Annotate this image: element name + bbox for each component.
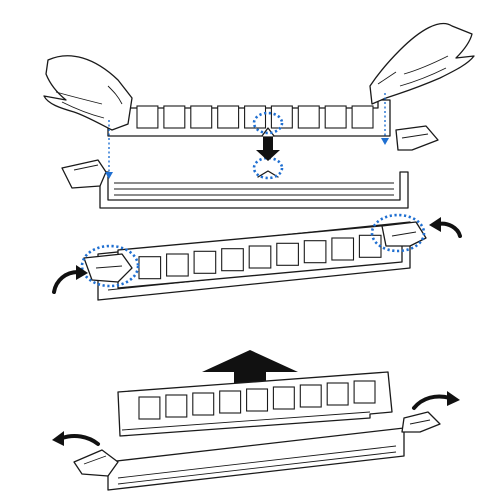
- dimm-slot-step3: [107, 427, 405, 491]
- memory-chip: [303, 240, 327, 264]
- memory-chip: [136, 105, 159, 129]
- dimm-slot-step1: [99, 170, 409, 209]
- retaining-clip-left-step2: [83, 253, 133, 283]
- memory-chip: [248, 245, 272, 269]
- right-clip-highlight-circle: [370, 213, 426, 253]
- step-insert: [43, 22, 475, 209]
- key-highlight-circle: [252, 156, 284, 180]
- retaining-clip-right-step2: [381, 221, 427, 247]
- memory-chip: [217, 105, 240, 129]
- lock-rotate-arrow-right: [429, 217, 462, 238]
- memory-chip: [358, 234, 382, 258]
- retaining-clip-left-step3: [73, 449, 119, 477]
- memory-chip: [221, 248, 244, 272]
- step-remove: [52, 350, 460, 491]
- left-clip-highlight-circle: [80, 244, 140, 288]
- memory-chip: [353, 380, 376, 404]
- memory-chip: [299, 384, 322, 408]
- memory-chip: [190, 105, 213, 129]
- release-rotate-arrow-right: [412, 391, 460, 410]
- memory-chip: [297, 105, 320, 129]
- memory-chip: [326, 382, 349, 406]
- memory-chip: [138, 396, 161, 420]
- notch-highlight-circle: [252, 111, 284, 135]
- memory-chip: [331, 237, 355, 261]
- memory-chip: [246, 388, 269, 412]
- memory-chip: [165, 394, 188, 418]
- memory-chip: [138, 256, 162, 280]
- retaining-clip-right-step1: [395, 125, 439, 151]
- memory-chip: [166, 253, 189, 277]
- memory-chip: [276, 242, 299, 266]
- memory-chip: [351, 105, 374, 129]
- alignment-guide-left-tip: [105, 172, 113, 179]
- memory-chip: [193, 250, 217, 274]
- memory-module-step3: [117, 371, 393, 437]
- memory-chip: [192, 392, 215, 416]
- memory-module-step1: [107, 99, 391, 137]
- alignment-guide-right-tip: [381, 138, 389, 145]
- memory-chip: [163, 105, 186, 129]
- hand-left: [43, 55, 133, 131]
- step-lock: [52, 213, 462, 301]
- retaining-clip-left-step1: [61, 159, 107, 189]
- memory-chip: [324, 105, 347, 129]
- lock-rotate-arrow-left: [52, 265, 88, 294]
- memory-chip: [219, 390, 242, 414]
- insert-down-arrow: [256, 137, 280, 161]
- memory-module-step2: [117, 223, 403, 289]
- release-rotate-arrow-left: [52, 431, 100, 446]
- memory-chip: [272, 386, 295, 410]
- memory-chip: [270, 105, 293, 129]
- hand-right: [369, 22, 475, 105]
- retaining-clip-right-step3: [401, 411, 441, 433]
